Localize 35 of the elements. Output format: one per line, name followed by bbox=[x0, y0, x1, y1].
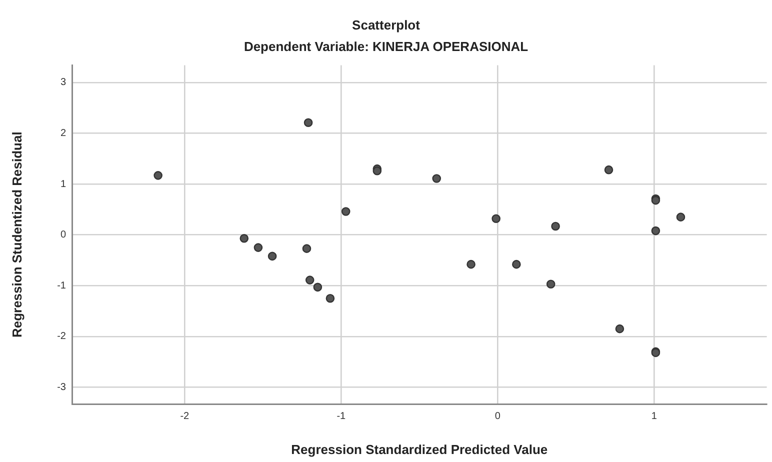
point bbox=[304, 118, 313, 127]
x-tick-label: 0 bbox=[494, 410, 501, 422]
point bbox=[615, 324, 624, 334]
point bbox=[313, 282, 322, 292]
y-tick-label: 2 bbox=[60, 128, 66, 140]
y-tick-label: 3 bbox=[60, 77, 66, 88]
x-tick-label: -2 bbox=[180, 410, 190, 422]
chart-title: Scatterplot bbox=[352, 17, 421, 32]
point bbox=[492, 214, 500, 223]
y-tick-label: 0 bbox=[60, 230, 66, 241]
point bbox=[154, 171, 162, 180]
point bbox=[302, 244, 312, 253]
y-tick-label: -3 bbox=[57, 382, 66, 393]
point bbox=[254, 243, 263, 252]
y-tick-label: -1 bbox=[57, 280, 66, 292]
point bbox=[466, 260, 476, 269]
y-axis-title: Regression Studentized Residual bbox=[9, 132, 24, 338]
point bbox=[432, 174, 442, 183]
point bbox=[512, 260, 521, 269]
point bbox=[240, 234, 249, 243]
x-tick-label: -1 bbox=[336, 410, 346, 422]
point bbox=[651, 226, 660, 236]
chart-subtitle: Dependent Variable: KINERJA OPERASIONAL bbox=[244, 38, 528, 54]
point bbox=[326, 294, 335, 303]
point bbox=[546, 280, 556, 289]
y-tick-label: 1 bbox=[60, 178, 66, 190]
point bbox=[676, 212, 686, 222]
point bbox=[305, 276, 314, 284]
x-tick-label: 1 bbox=[651, 410, 658, 422]
x-axis-title: Regression Standardized Predicted Value bbox=[291, 442, 548, 457]
point bbox=[268, 252, 277, 261]
y-tick-label: -2 bbox=[57, 331, 66, 342]
point bbox=[551, 222, 560, 231]
point bbox=[604, 165, 614, 174]
point bbox=[341, 207, 350, 216]
